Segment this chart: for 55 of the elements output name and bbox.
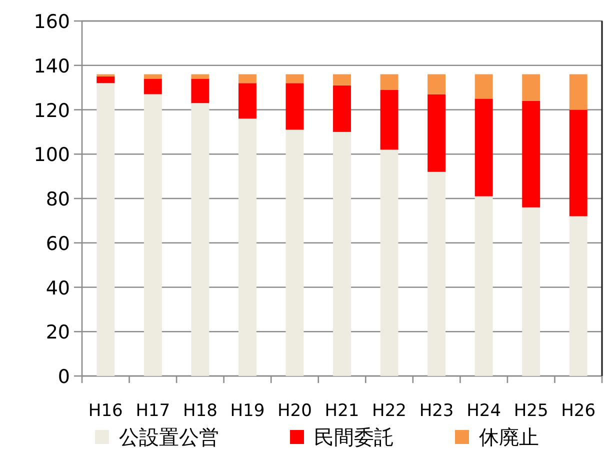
bar	[569, 74, 588, 110]
bar	[428, 74, 446, 94]
bar	[380, 150, 398, 376]
bar	[191, 78, 210, 104]
bar	[96, 76, 115, 84]
bar	[569, 110, 588, 216]
x-tick-label: H24	[466, 401, 502, 421]
y-tick-label: 60	[46, 232, 70, 255]
x-tick-label: H22	[372, 401, 406, 421]
x-tick-label: H16	[88, 401, 123, 421]
bar	[144, 94, 162, 376]
y-tick-label: 40	[46, 277, 70, 300]
y-tick-label: 120	[34, 100, 70, 122]
legend-label: 公設置公営	[119, 425, 219, 449]
bar	[238, 74, 256, 84]
y-tick-label: 140	[34, 55, 70, 78]
bar	[428, 172, 446, 376]
bar	[144, 74, 162, 79]
x-tick-label: H18	[182, 401, 218, 421]
y-tick-label: 100	[34, 144, 70, 166]
x-tick-label: H20	[278, 401, 312, 421]
y-tick-label: 80	[46, 188, 70, 210]
bar	[286, 130, 304, 376]
bar	[144, 78, 162, 94]
x-tick-label: H19	[230, 401, 265, 421]
x-tick-label: H26	[561, 401, 596, 421]
bar	[474, 196, 493, 376]
bar	[428, 94, 446, 172]
bar	[238, 118, 256, 376]
bar	[286, 74, 304, 84]
x-tick-label: H23	[419, 401, 454, 421]
legend-label: 民間委託	[314, 425, 394, 449]
bar	[569, 216, 588, 376]
x-tick-label: H17	[136, 401, 170, 421]
bar	[474, 98, 493, 196]
x-tick-label: H25	[514, 401, 548, 421]
bar	[522, 100, 540, 208]
legend-label: 休廃止	[479, 425, 539, 449]
bar	[474, 74, 493, 99]
bar	[191, 74, 210, 79]
y-tick-label: 0	[58, 366, 70, 388]
bar	[522, 74, 540, 101]
x-tick-label: H21	[324, 401, 360, 421]
bar	[333, 74, 351, 86]
bar	[333, 132, 351, 376]
y-tick-label: 160	[34, 11, 70, 33]
bar	[380, 90, 398, 150]
bar	[238, 83, 256, 119]
bar	[333, 85, 351, 132]
bar	[522, 207, 540, 376]
bar	[380, 74, 398, 90]
bar	[96, 83, 115, 376]
bar	[286, 83, 304, 130]
y-tick-label: 20	[46, 322, 70, 344]
bar	[191, 103, 210, 376]
